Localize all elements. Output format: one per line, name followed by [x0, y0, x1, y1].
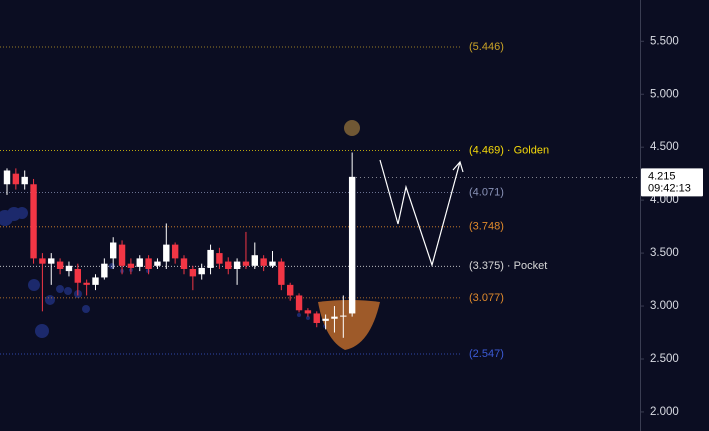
y-tick-label: 3.000: [650, 300, 679, 312]
projection-arrow: [452, 160, 464, 173]
marker-circle: [344, 120, 360, 136]
candle-body: [207, 249, 214, 268]
candle-body: [56, 261, 64, 269]
level-label: (5.446): [469, 41, 504, 53]
candle-body: [242, 261, 250, 266]
candle-body: [216, 253, 223, 264]
candle-body: [154, 261, 161, 266]
candle-body: [225, 261, 232, 269]
candle-body: [198, 267, 205, 275]
candle-body: [295, 295, 303, 311]
candle-body: [322, 318, 329, 321]
candle-body: [145, 258, 152, 269]
candle-body: [189, 268, 197, 277]
last-price-label: 4.215: [648, 170, 676, 182]
candle-body: [278, 261, 285, 285]
candle-body: [3, 170, 11, 185]
candle-body: [233, 261, 241, 269]
candle-body: [83, 282, 90, 285]
candle-body: [304, 310, 312, 314]
candle-body: [101, 263, 108, 278]
candle-body: [118, 244, 126, 266]
candle-body: [110, 242, 117, 259]
y-tick-label: 5.000: [650, 88, 679, 100]
level-label: (2.547): [469, 348, 504, 360]
pocket-zone: [318, 300, 380, 350]
plot: 5.500 5.000 4.500 4.000 3.500 3.000 2.500 2.000…: [0, 35, 703, 418]
y-tick-label: 3.500: [650, 247, 679, 259]
candle-body: [331, 316, 338, 319]
candle-body: [163, 244, 170, 262]
y-tick-label: 5.500: [650, 35, 679, 47]
level-label: (4.469) · Golden: [469, 144, 549, 156]
candle-body: [39, 258, 46, 264]
level-label: (3.077): [469, 292, 504, 304]
candle-body: [92, 277, 99, 285]
level-label: (3.748): [469, 221, 504, 233]
candle-body: [251, 255, 258, 266]
candle-body: [340, 315, 347, 317]
candle-body: [260, 258, 267, 266]
candle-body: [287, 284, 294, 296]
level-label: (3.375) · Pocket: [469, 260, 547, 272]
candle-body: [136, 258, 143, 267]
candle-body: [269, 261, 276, 266]
candle-body: [313, 313, 320, 323]
candle-body: [171, 244, 179, 259]
candle-body: [65, 265, 73, 272]
candle-body: [127, 263, 135, 268]
candle-body: [12, 173, 20, 185]
candle-body: [180, 258, 188, 269]
candle-body: [74, 268, 81, 283]
candle-body: [48, 258, 55, 264]
y-tick-label: 4.500: [650, 141, 679, 153]
countdown-label: 09:42:13: [648, 182, 691, 194]
candle-body: [30, 184, 37, 259]
candle-body: [21, 176, 28, 185]
level-label: (4.071): [469, 187, 504, 199]
candle-body: [348, 176, 356, 314]
y-tick-label: 2.000: [650, 406, 679, 418]
projection-path: [379, 159, 461, 268]
y-tick-label: 2.500: [650, 353, 679, 365]
y-tick-label: 4.000: [650, 194, 679, 206]
last-price-box: [641, 168, 703, 197]
